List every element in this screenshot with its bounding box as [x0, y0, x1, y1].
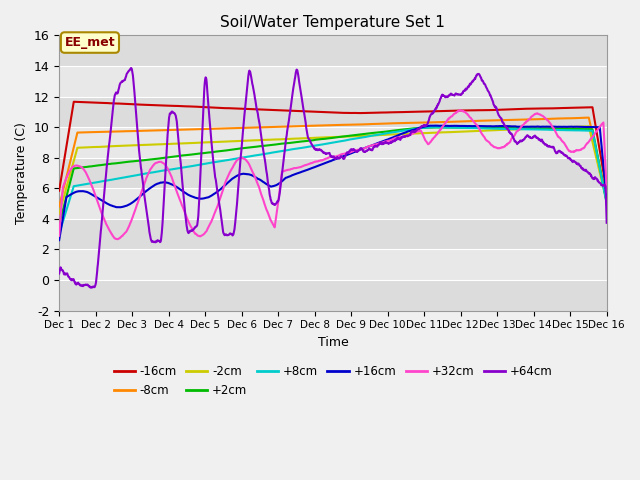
-8cm — [287, 123, 295, 129]
-16cm — [55, 188, 63, 193]
+8cm — [98, 179, 106, 184]
+32cm — [309, 160, 317, 166]
+2cm — [367, 130, 374, 136]
+32cm — [288, 166, 296, 172]
Bar — [59, 127, 607, 158]
-16cm — [367, 110, 375, 116]
+16cm — [98, 197, 106, 203]
Bar — [59, 250, 607, 280]
Text: EE_met: EE_met — [65, 36, 115, 49]
+2cm — [98, 162, 106, 168]
+32cm — [98, 210, 106, 216]
+16cm — [603, 197, 611, 203]
Bar — [59, 158, 607, 188]
+16cm — [120, 204, 127, 209]
Bar — [59, 219, 607, 250]
+8cm — [287, 146, 295, 152]
+64cm — [300, 107, 307, 113]
Line: +8cm: +8cm — [59, 127, 607, 234]
+2cm — [120, 159, 127, 165]
+8cm — [309, 143, 317, 149]
+64cm — [127, 65, 135, 71]
+64cm — [87, 285, 95, 290]
-8cm — [585, 115, 593, 120]
-8cm — [299, 123, 307, 129]
+2cm — [432, 124, 440, 130]
-8cm — [367, 121, 374, 127]
+32cm — [367, 143, 375, 148]
-16cm — [70, 99, 77, 105]
-16cm — [300, 108, 307, 114]
Bar — [59, 96, 607, 127]
-2cm — [603, 199, 611, 204]
+32cm — [300, 163, 307, 169]
Title: Soil/Water Temperature Set 1: Soil/Water Temperature Set 1 — [221, 15, 445, 30]
+2cm — [299, 139, 307, 144]
-2cm — [309, 135, 317, 141]
-2cm — [98, 144, 106, 150]
+2cm — [287, 140, 295, 145]
Line: +16cm: +16cm — [59, 126, 607, 240]
Bar — [59, 36, 607, 66]
Line: -16cm: -16cm — [59, 102, 607, 192]
+16cm — [287, 173, 295, 179]
X-axis label: Time: Time — [317, 336, 348, 349]
+64cm — [289, 93, 296, 99]
+8cm — [367, 133, 374, 139]
-16cm — [603, 189, 611, 194]
-2cm — [287, 136, 295, 142]
+2cm — [309, 137, 317, 143]
+16cm — [433, 123, 440, 129]
Line: -8cm: -8cm — [59, 118, 607, 206]
-2cm — [120, 143, 127, 148]
Legend: -16cm, -8cm, -2cm, +2cm, +8cm, +16cm, +32cm, +64cm: -16cm, -8cm, -2cm, +2cm, +8cm, +16cm, +3… — [109, 360, 557, 402]
Bar — [59, 66, 607, 96]
Line: -2cm: -2cm — [59, 126, 607, 214]
Line: +64cm: +64cm — [59, 68, 607, 288]
+8cm — [431, 124, 439, 130]
+16cm — [367, 143, 374, 149]
+32cm — [55, 233, 63, 239]
-8cm — [309, 123, 317, 129]
-2cm — [55, 211, 63, 217]
+16cm — [299, 168, 307, 174]
-2cm — [585, 123, 593, 129]
-2cm — [299, 135, 307, 141]
Bar — [59, 280, 607, 311]
+64cm — [55, 271, 63, 276]
+8cm — [55, 231, 63, 237]
+8cm — [120, 175, 127, 180]
-16cm — [98, 100, 106, 106]
-8cm — [55, 204, 63, 209]
+32cm — [120, 231, 128, 237]
+8cm — [299, 145, 307, 151]
+16cm — [55, 237, 63, 243]
-16cm — [309, 109, 317, 115]
+64cm — [120, 77, 128, 83]
Line: +2cm: +2cm — [59, 127, 607, 225]
-16cm — [288, 108, 296, 114]
+64cm — [367, 147, 375, 153]
+64cm — [98, 217, 106, 223]
Line: +32cm: +32cm — [59, 110, 607, 239]
Bar — [59, 188, 607, 219]
+2cm — [55, 222, 63, 228]
-16cm — [120, 101, 128, 107]
+16cm — [309, 165, 317, 171]
Y-axis label: Temperature (C): Temperature (C) — [15, 122, 28, 224]
-8cm — [603, 194, 611, 200]
+2cm — [603, 200, 611, 206]
-2cm — [367, 132, 374, 138]
+64cm — [603, 220, 611, 226]
+32cm — [603, 189, 611, 195]
+32cm — [114, 236, 122, 242]
+32cm — [456, 108, 464, 113]
-8cm — [98, 129, 106, 135]
+64cm — [310, 144, 317, 150]
+8cm — [603, 201, 611, 206]
-8cm — [120, 129, 127, 134]
